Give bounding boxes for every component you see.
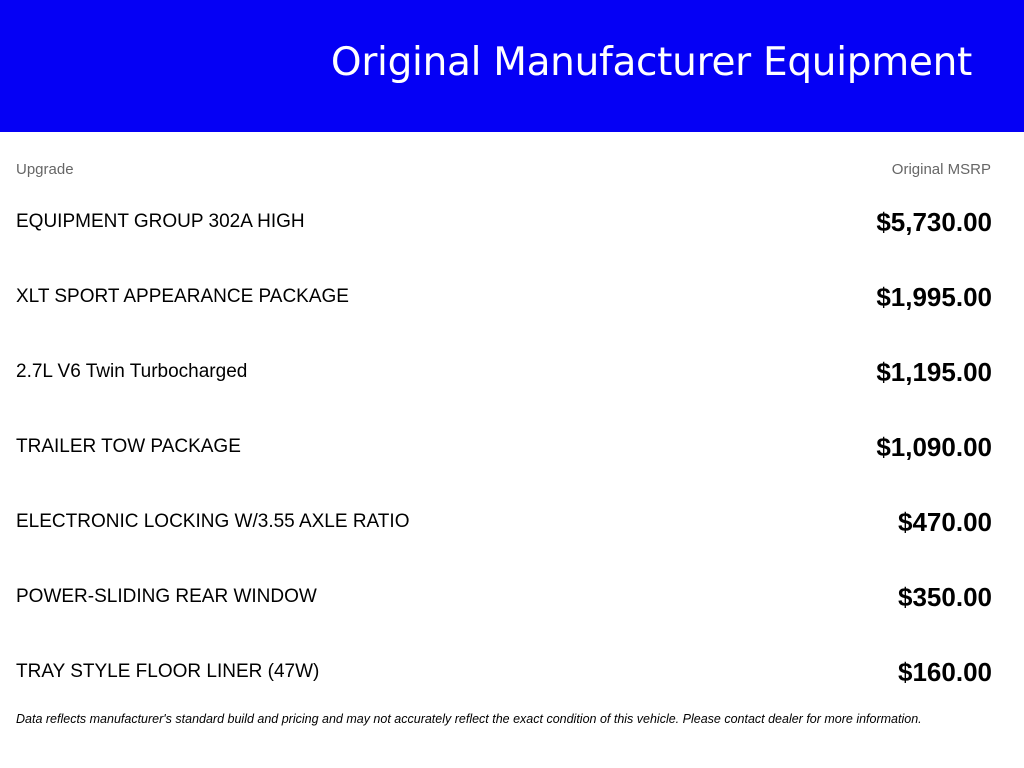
equipment-price: $350.00 [898,581,992,612]
equipment-name: TRAY STYLE FLOOR LINER (47W) [16,661,320,682]
disclaimer: Data reflects manufacturer's standard bu… [16,712,922,726]
equipment-name: XLT SPORT APPEARANCE PACKAGE [16,286,349,307]
equipment-name: EQUIPMENT GROUP 302A HIGH [16,211,305,232]
equipment-price: $1,090.00 [876,431,992,462]
column-header-msrp: Original MSRP [891,161,991,178]
equipment-price: $5,730.00 [876,206,992,237]
equipment-row: TRAILER TOW PACKAGE $1,090.00 [16,427,992,467]
header-banner: Original Manufacturer Equipment [0,0,1024,132]
equipment-row: TRAY STYLE FLOOR LINER (47W) $160.00 [16,652,992,692]
equipment-row: 2.7L V6 Twin Turbocharged $1,195.00 [16,352,992,392]
column-header-upgrade: Upgrade [16,161,74,178]
equipment-name: 2.7L V6 Twin Turbocharged [16,361,248,382]
equipment-name: POWER-SLIDING REAR WINDOW [16,586,317,607]
equipment-row: POWER-SLIDING REAR WINDOW $350.00 [16,577,992,617]
equipment-price: $1,195.00 [876,356,992,387]
equipment-row: ELECTRONIC LOCKING W/3.55 AXLE RATIO $47… [16,502,992,542]
equipment-row: EQUIPMENT GROUP 302A HIGH $5,730.00 [16,202,992,242]
equipment-name: ELECTRONIC LOCKING W/3.55 AXLE RATIO [16,511,410,532]
equipment-price: $160.00 [898,656,992,687]
equipment-name: TRAILER TOW PACKAGE [16,436,241,457]
equipment-price: $470.00 [898,506,992,537]
equipment-row: XLT SPORT APPEARANCE PACKAGE $1,995.00 [16,277,992,317]
page-title: Original Manufacturer Equipment [330,40,972,85]
equipment-price: $1,995.00 [876,281,992,312]
